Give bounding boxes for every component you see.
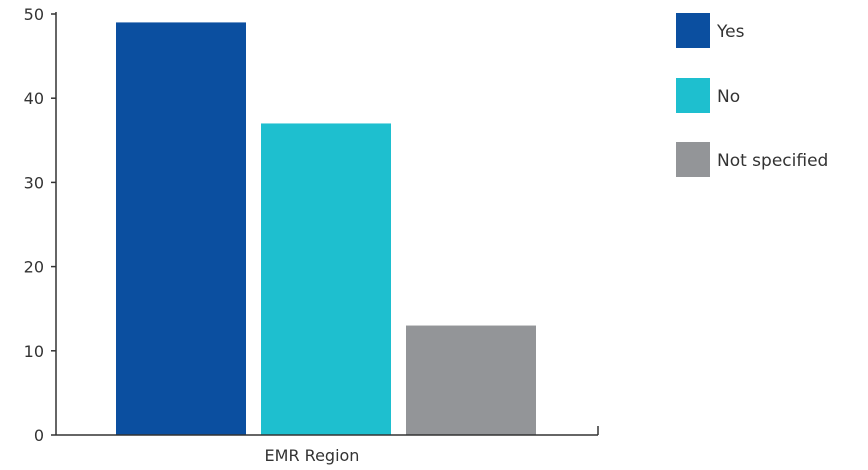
y-tick-label: 50 bbox=[24, 5, 44, 24]
y-tick-label: 20 bbox=[24, 258, 44, 277]
y-tick-label: 10 bbox=[24, 342, 44, 361]
axes bbox=[55, 12, 599, 436]
y-tick-label: 40 bbox=[24, 89, 44, 108]
x-tick-label: EMR Region bbox=[265, 446, 360, 465]
bars bbox=[116, 22, 536, 436]
legend-label: No bbox=[717, 87, 740, 107]
y-tick-label: 30 bbox=[24, 173, 44, 192]
legend-label: Yes bbox=[716, 22, 745, 42]
bar-no bbox=[261, 123, 391, 436]
legend-swatch bbox=[676, 78, 710, 113]
y-axis-ticks: 0 10 20 30 40 50 bbox=[24, 5, 56, 445]
x-axis-labels: EMR Region bbox=[265, 446, 360, 465]
bar-not-specified bbox=[406, 325, 536, 435]
bar-yes bbox=[116, 22, 246, 435]
legend-swatch bbox=[676, 142, 710, 177]
legend-label: Not specified bbox=[717, 151, 828, 171]
y-tick-label: 0 bbox=[34, 426, 44, 445]
legend: Yes No Not specified bbox=[676, 13, 828, 177]
legend-swatch bbox=[676, 13, 710, 48]
